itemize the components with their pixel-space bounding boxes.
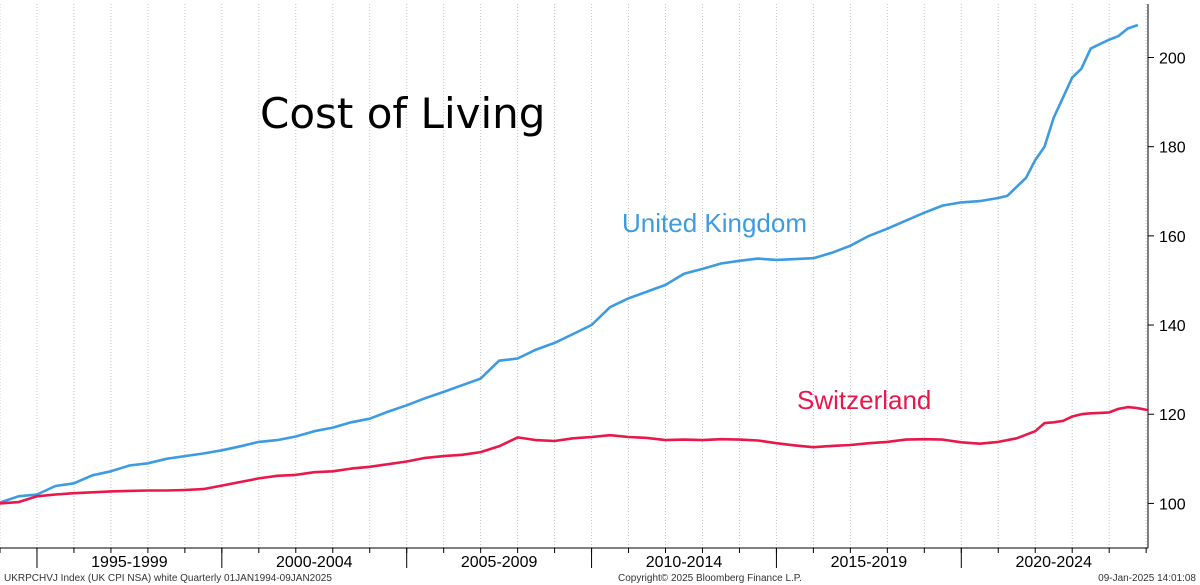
series-label-united-kingdom: United Kingdom bbox=[622, 208, 807, 238]
series-line-united-kingdom bbox=[0, 24, 1139, 504]
y-tick-label: 160 bbox=[1159, 229, 1186, 246]
x-tick-label: 2010-2014 bbox=[646, 554, 723, 571]
x-tick-label: 2000-2004 bbox=[276, 554, 353, 571]
footer-copyright: Copyright© 2025 Bloomberg Finance L.P. bbox=[618, 573, 802, 584]
chart-title: Cost of Living bbox=[260, 89, 545, 138]
series-label-switzerland: Switzerland bbox=[797, 385, 931, 415]
footer-source: UKRPCHVJ Index (UK CPI NSA) white Quarte… bbox=[4, 573, 332, 584]
y-tick-label: 120 bbox=[1159, 407, 1186, 424]
footer: UKRPCHVJ Index (UK CPI NSA) white Quarte… bbox=[4, 573, 1196, 584]
labels: Cost of Living United Kingdom Switzerlan… bbox=[260, 89, 931, 415]
x-tick-label: 1995-1999 bbox=[91, 554, 168, 571]
y-tick-label: 140 bbox=[1159, 318, 1186, 335]
grid-lines bbox=[0, 4, 1147, 548]
axes: 100 120 140 160 180 200 1995-1999 2000-2004 2005… bbox=[0, 4, 1186, 571]
y-tick-label: 100 bbox=[1159, 496, 1186, 513]
x-tick-label: 2020-2024 bbox=[1015, 554, 1092, 571]
x-tick-label: 2005-2009 bbox=[461, 554, 538, 571]
x-tick-label: 2015-2019 bbox=[831, 554, 908, 571]
y-tick-label: 200 bbox=[1159, 51, 1186, 68]
series-lines bbox=[0, 24, 1148, 505]
footer-timestamp: 09-Jan-2025 14:01:08 bbox=[1098, 573, 1196, 584]
series-line-switzerland bbox=[0, 405, 1148, 505]
y-tick-label: 180 bbox=[1159, 140, 1186, 157]
